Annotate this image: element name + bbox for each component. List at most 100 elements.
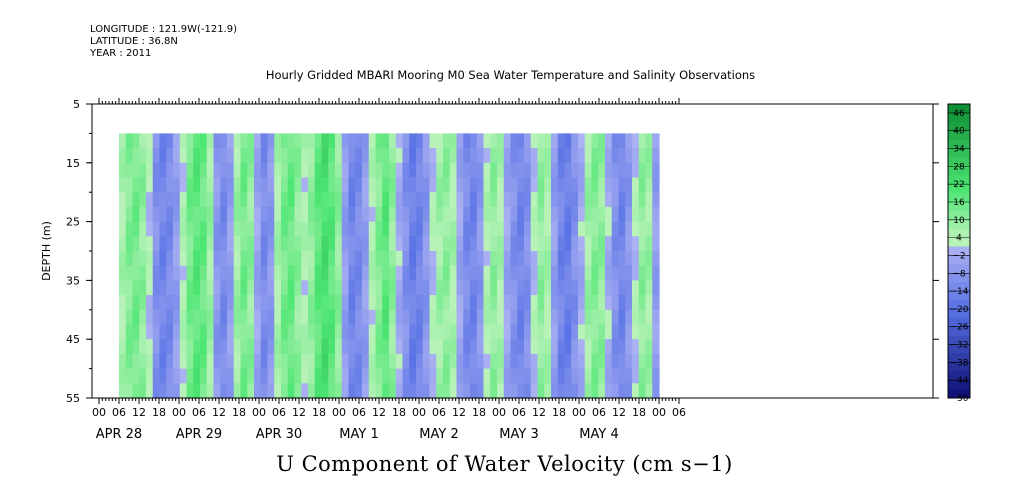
heat-cell	[638, 339, 647, 355]
heat-cell	[551, 295, 559, 311]
heat-cell	[605, 353, 613, 370]
heat-cell	[254, 295, 262, 311]
heat-cell	[227, 295, 235, 311]
heat-cell	[638, 280, 647, 296]
heat-cell	[497, 280, 505, 296]
heat-cell	[233, 192, 242, 208]
heat-cell	[233, 236, 242, 252]
heat-cell	[139, 265, 147, 281]
heat-cell	[321, 309, 329, 326]
heat-cell	[294, 265, 302, 281]
heat-cell	[497, 309, 505, 326]
heat-cell	[544, 251, 552, 267]
heat-cell	[294, 353, 302, 370]
heat-cell	[267, 148, 275, 164]
heat-cell	[551, 339, 559, 355]
heat-cell	[456, 295, 464, 311]
heat-cell	[551, 148, 559, 164]
heat-cell	[389, 339, 397, 355]
heat-cell	[557, 251, 566, 267]
heat-cell	[179, 133, 188, 149]
heat-cell	[449, 368, 458, 384]
heat-cell	[476, 339, 485, 355]
heat-cell	[456, 280, 464, 296]
heat-cell	[557, 133, 566, 149]
heat-cell	[463, 206, 471, 223]
heat-cell	[530, 280, 539, 296]
heat-cell	[422, 339, 431, 355]
heat-cell	[233, 162, 242, 179]
heat-cell	[490, 280, 498, 296]
heat-cell	[146, 280, 154, 296]
heat-cell	[335, 353, 343, 370]
x-tick-label: 06	[592, 406, 606, 419]
heat-cell	[355, 339, 363, 355]
heat-cell	[544, 368, 552, 384]
heat-cell	[152, 148, 161, 164]
heat-cell	[125, 221, 134, 237]
colorbar-swatch	[948, 300, 970, 310]
heat-cell	[328, 368, 336, 384]
heat-cell	[247, 236, 255, 252]
heat-cell	[220, 309, 228, 326]
heat-cell	[530, 206, 539, 223]
heat-cell	[632, 280, 640, 296]
heat-cell	[483, 383, 491, 399]
heat-cell	[240, 295, 248, 311]
heat-cell	[227, 280, 235, 296]
heat-cell	[179, 265, 188, 281]
heat-cell	[402, 324, 410, 340]
heat-cell	[402, 162, 410, 179]
heat-cell	[611, 162, 620, 179]
heat-cell	[429, 162, 437, 179]
heat-cell	[335, 221, 343, 237]
heat-cell	[544, 353, 552, 370]
heat-cell	[618, 353, 626, 370]
heat-cell	[416, 192, 424, 208]
heat-cell	[294, 192, 302, 208]
heat-cell	[382, 148, 390, 164]
heat-cell	[213, 295, 221, 311]
heat-cell	[139, 324, 147, 340]
heat-cell	[510, 221, 518, 237]
heat-cell	[308, 368, 316, 384]
heat-cell	[200, 162, 208, 179]
heat-cell	[497, 339, 505, 355]
heat-cell	[652, 368, 660, 384]
heat-cell	[463, 339, 471, 355]
heat-cell	[611, 206, 620, 223]
heat-cell	[193, 177, 201, 193]
heat-cell	[368, 309, 377, 326]
heat-cell	[537, 353, 545, 370]
colorbar-swatch	[948, 291, 970, 301]
heat-cell	[281, 133, 289, 149]
heat-cell	[605, 206, 613, 223]
heat-cell	[402, 383, 410, 399]
heat-cell	[395, 383, 404, 399]
heat-cell	[382, 206, 390, 223]
heat-cell	[564, 221, 572, 237]
heat-cell	[335, 206, 343, 223]
heat-cell	[584, 339, 593, 355]
heat-cell	[402, 280, 410, 296]
heat-cell	[382, 280, 390, 296]
heat-cell	[186, 339, 194, 355]
heat-cell	[537, 368, 545, 384]
heat-cell	[470, 236, 478, 252]
heat-cell	[638, 221, 647, 237]
heat-cell	[193, 265, 201, 281]
heat-cell	[139, 309, 147, 326]
heat-cell	[227, 236, 235, 252]
heat-cell	[179, 309, 188, 326]
heat-cell	[598, 383, 606, 399]
heat-cell	[618, 309, 626, 326]
heat-cell	[152, 295, 161, 311]
heat-cell	[517, 324, 525, 340]
heat-cell	[186, 309, 194, 326]
heat-cell	[206, 206, 215, 223]
heat-cell	[200, 295, 208, 311]
heat-cell	[314, 309, 323, 326]
heat-cell	[591, 251, 599, 267]
heat-cell	[328, 295, 336, 311]
heat-cell	[632, 206, 640, 223]
